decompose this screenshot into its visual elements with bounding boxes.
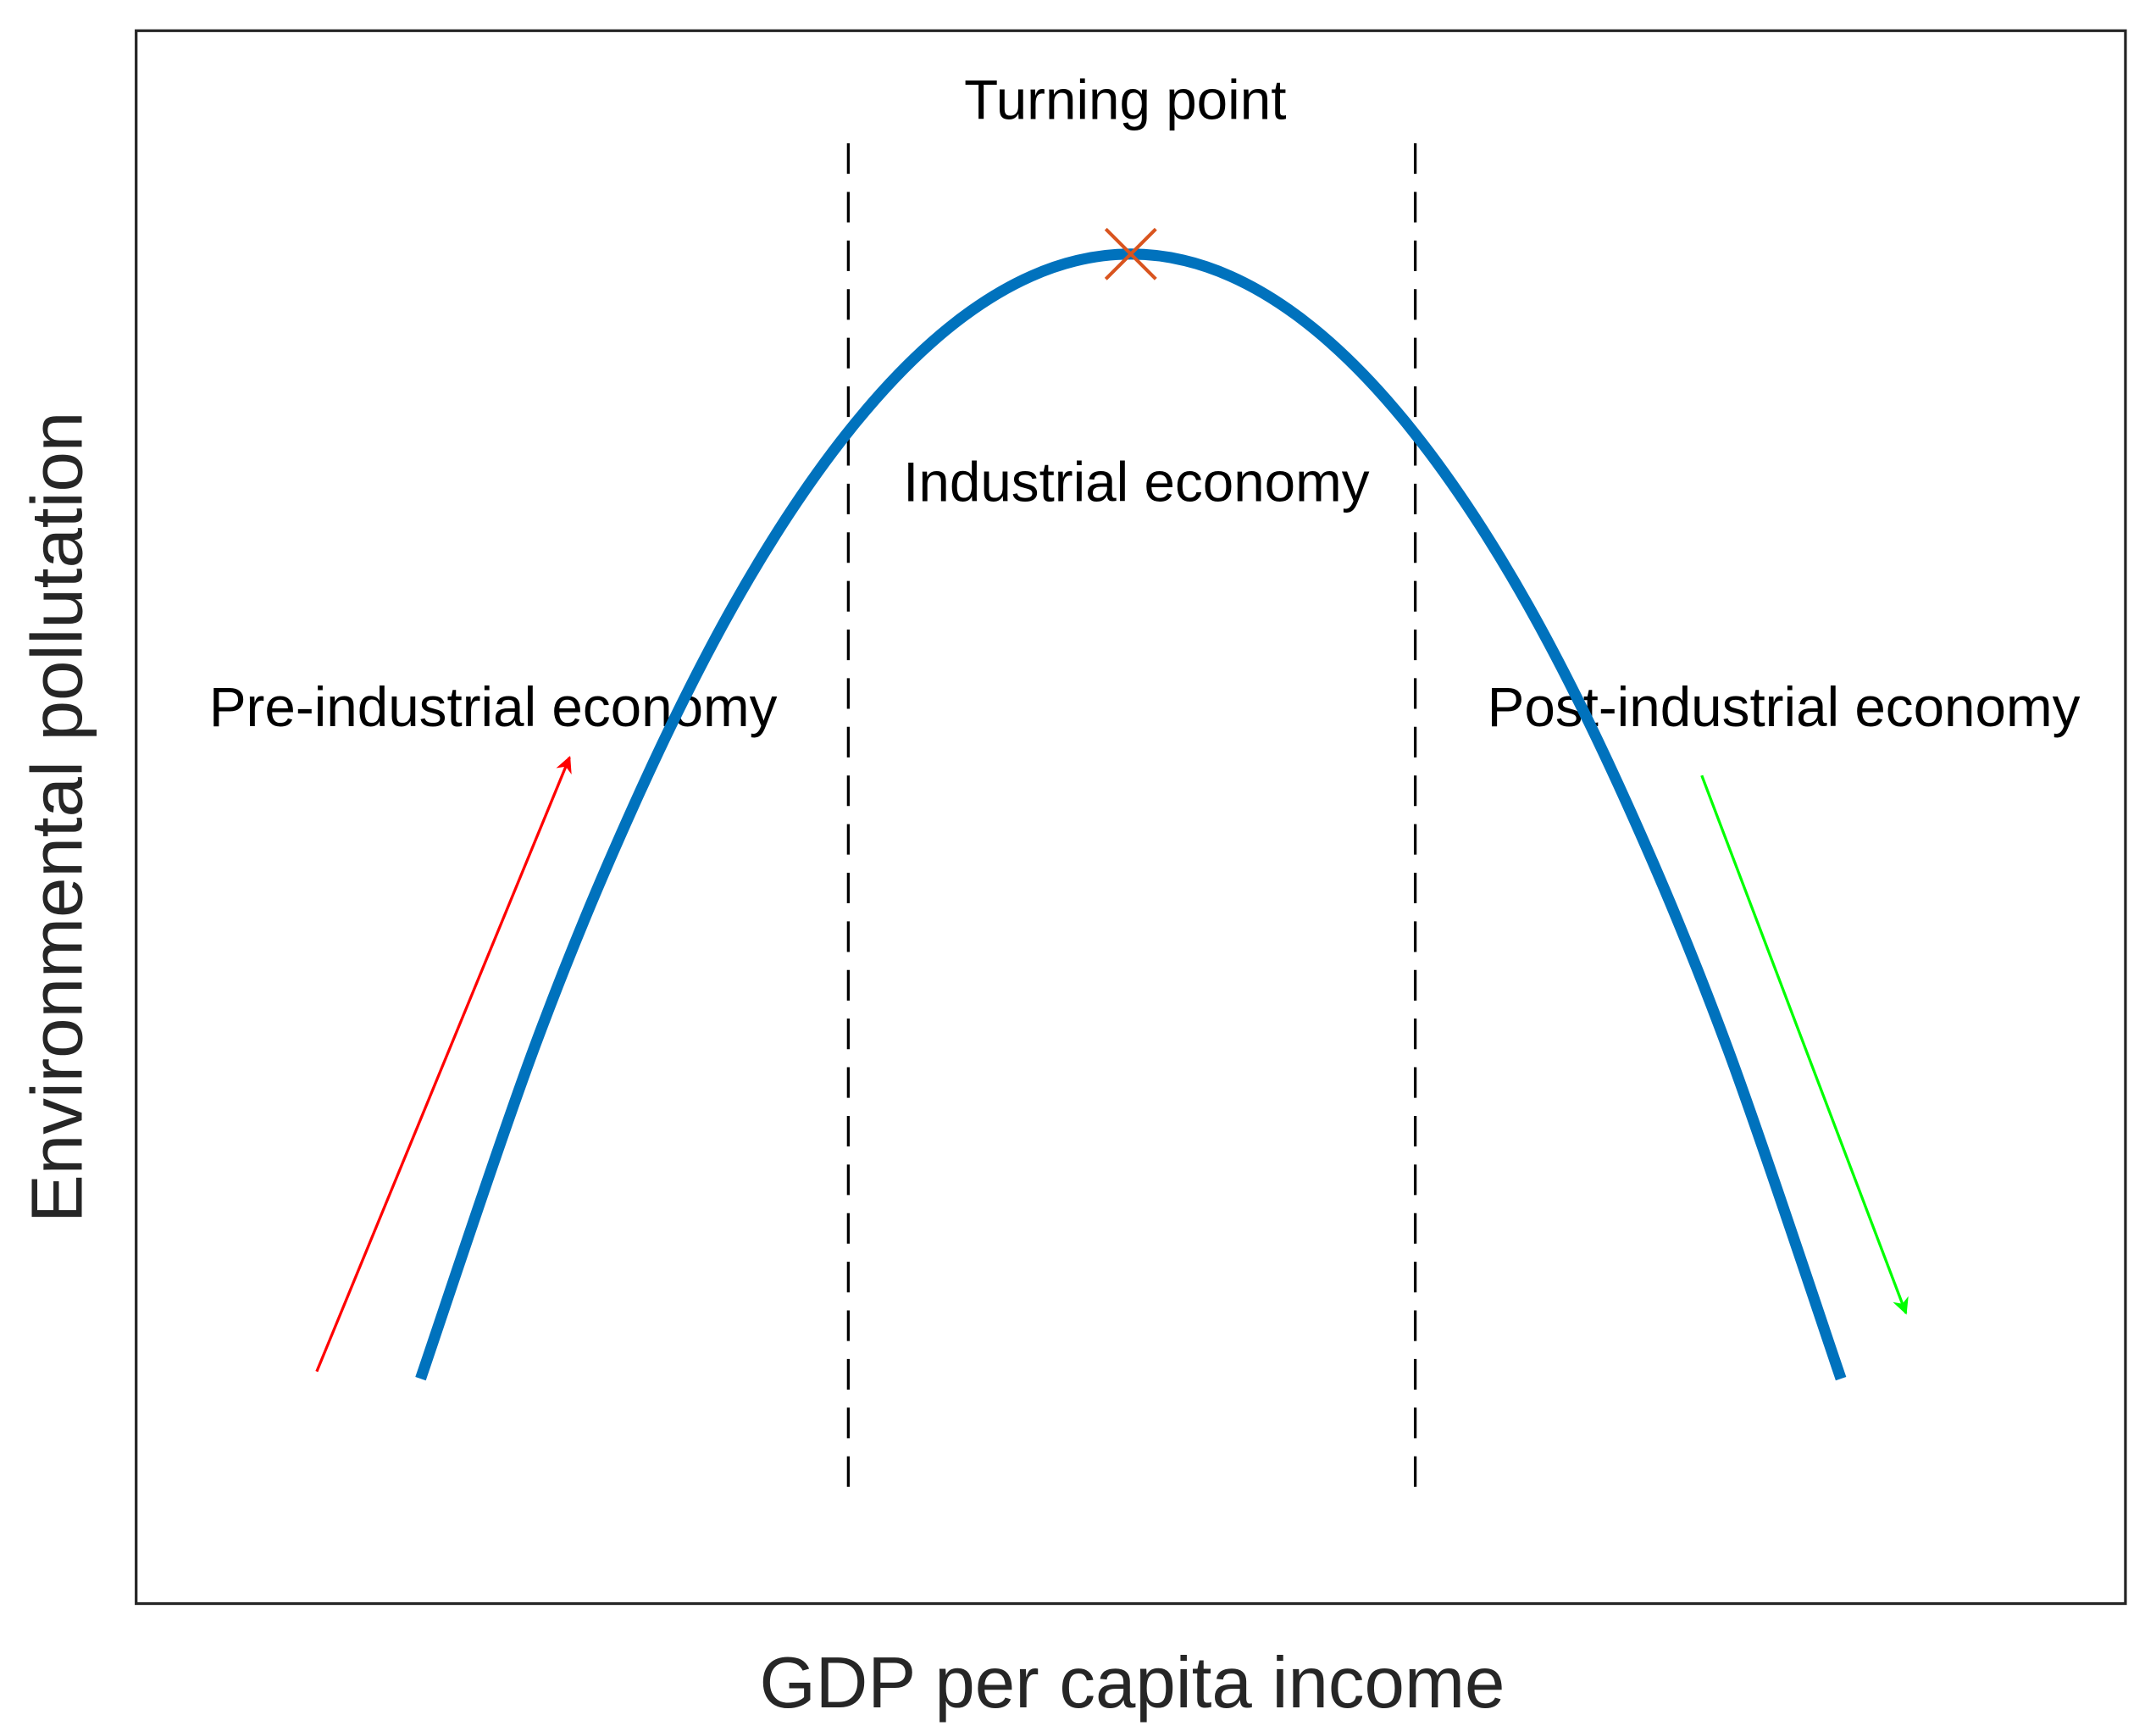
y-axis-label: Environmental pollutation — [17, 412, 97, 1223]
annotation: Turning point — [964, 69, 1286, 130]
plot-frame — [135, 29, 2127, 1606]
falling-arrow — [1700, 774, 1909, 1315]
turning-point-marker — [1104, 227, 1157, 280]
annotation: Industrial economy — [903, 451, 1370, 513]
curve — [415, 248, 1847, 1381]
x-axis-label: GDP per capita income — [759, 1643, 1505, 1723]
rising-arrow — [315, 756, 572, 1373]
